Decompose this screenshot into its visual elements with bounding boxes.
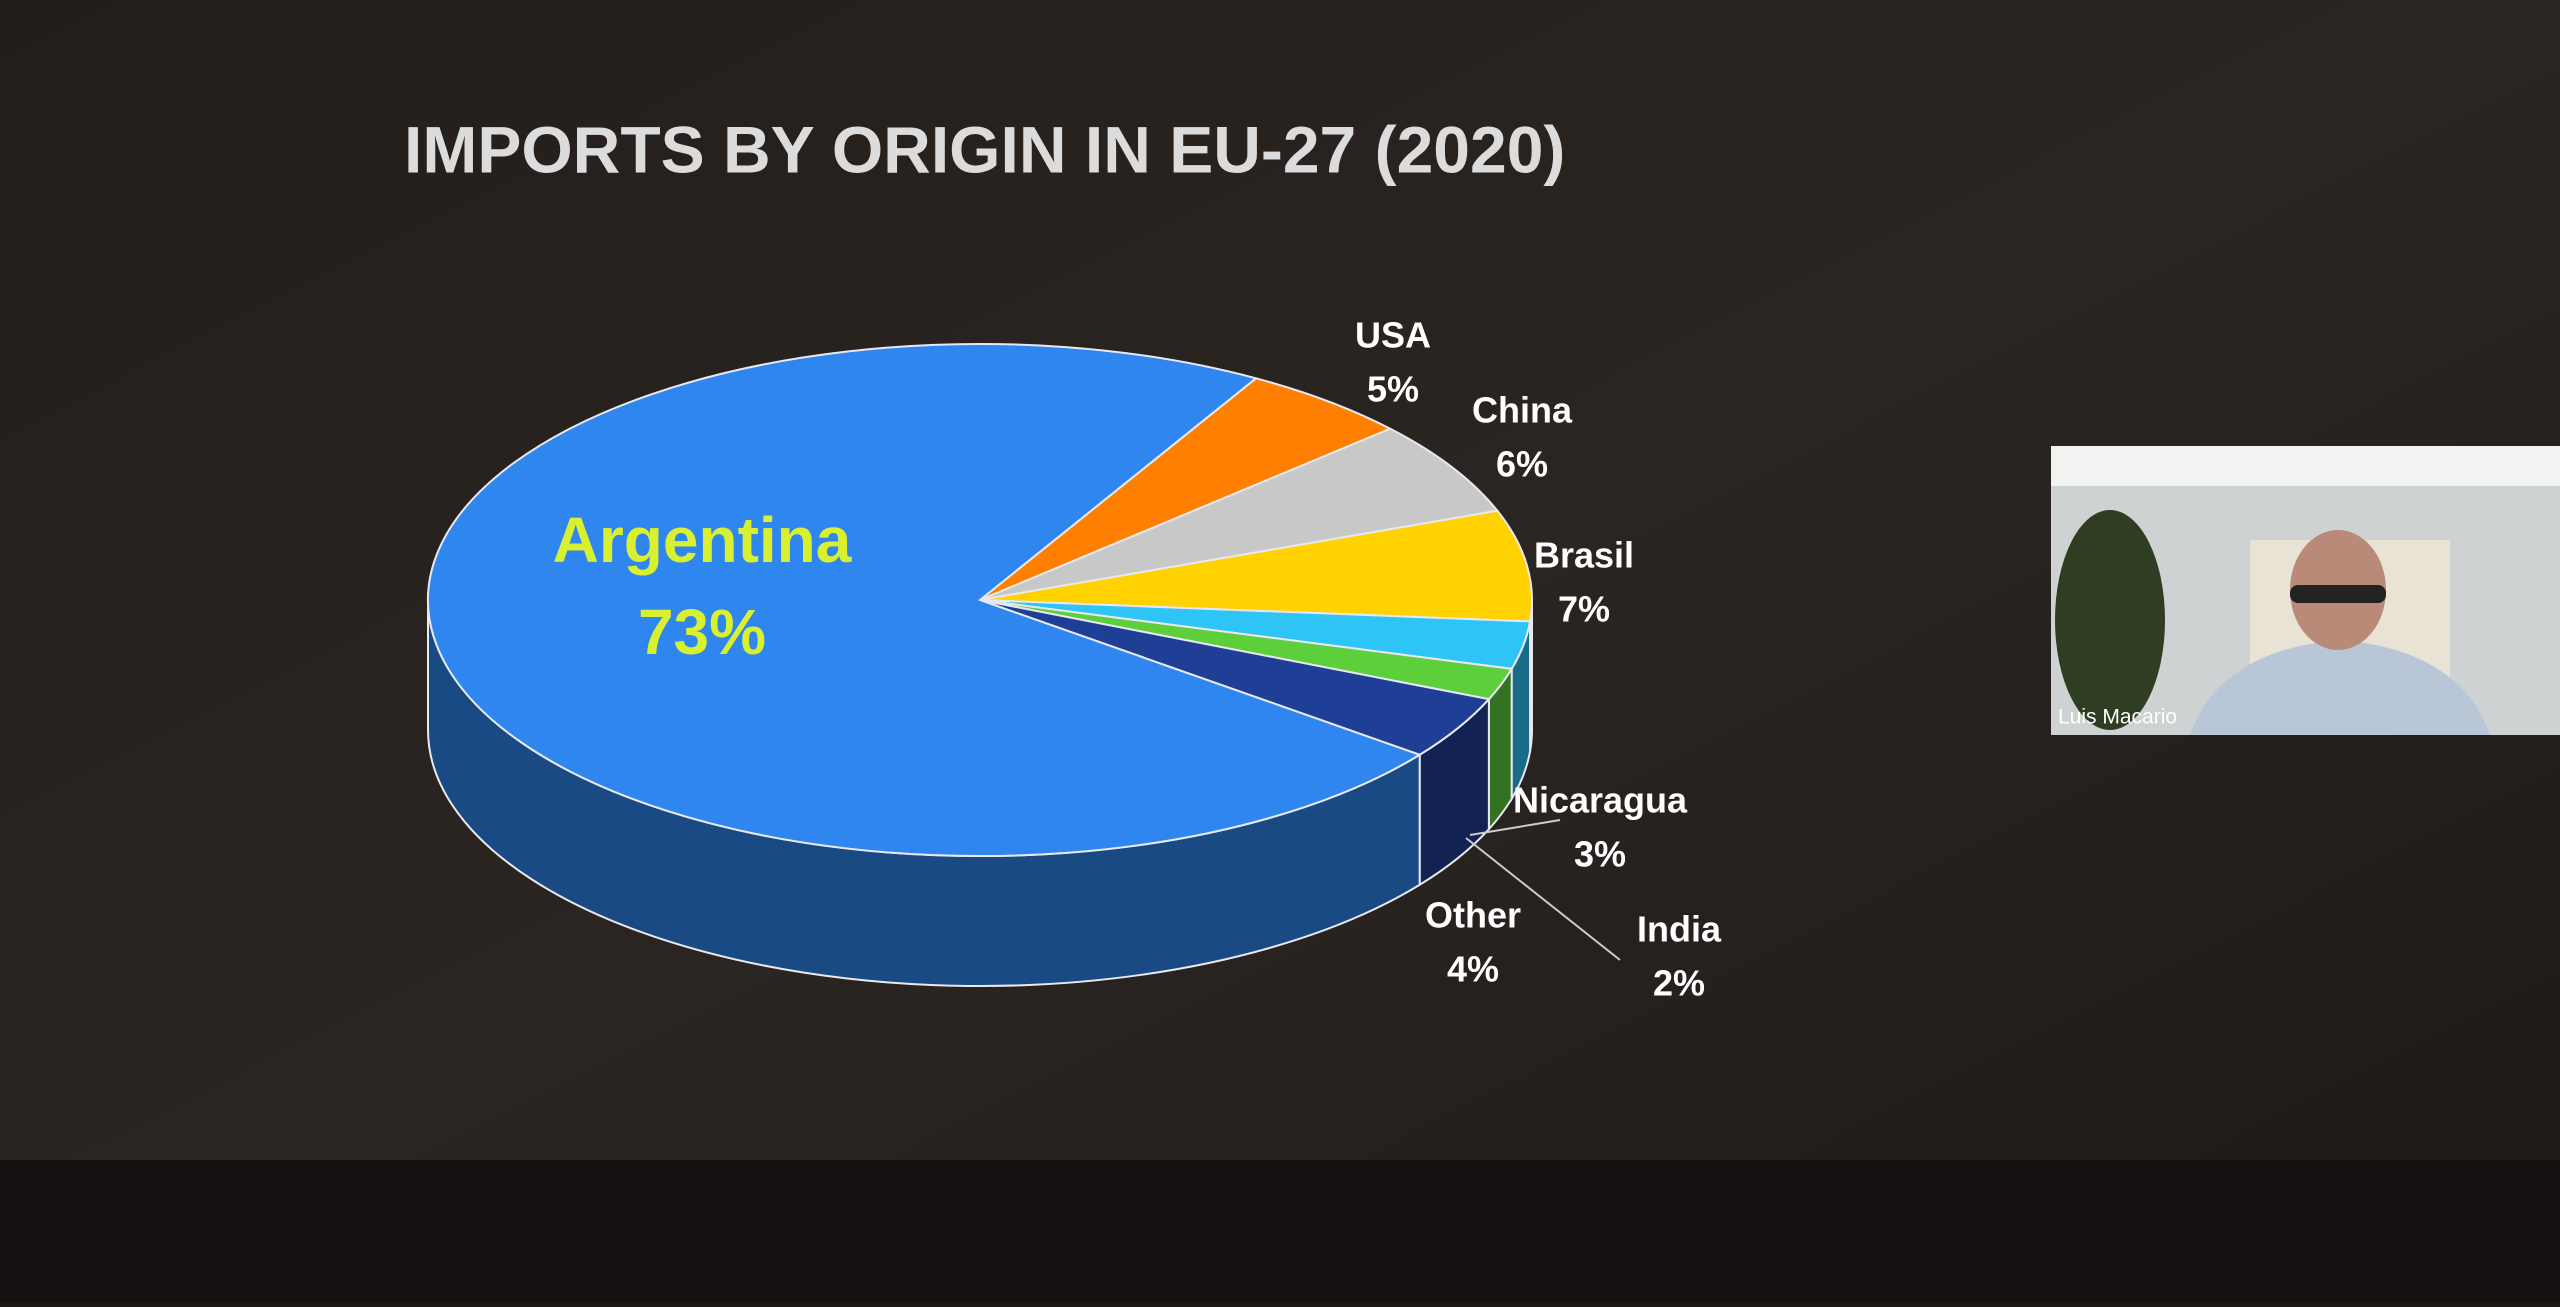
value-label: 4%	[1447, 949, 1499, 990]
video-plant	[2055, 510, 2165, 730]
video-person-glasses	[2290, 585, 2386, 603]
category-label: Nicaragua	[1513, 780, 1688, 821]
value-label: 5%	[1367, 369, 1419, 410]
slice	[979, 377, 1393, 601]
leader-line	[1465, 837, 1621, 961]
category-label: Brasil	[1534, 535, 1634, 576]
leader-line	[1469, 819, 1561, 836]
slice	[427, 343, 1423, 857]
value-label: 6%	[1496, 444, 1548, 485]
slice	[979, 427, 1500, 601]
video-ceiling	[2051, 446, 2560, 486]
category-label: China	[1472, 390, 1573, 431]
value-label: 73%	[638, 596, 766, 668]
category-label: USA	[1355, 315, 1431, 356]
video-person-body	[2190, 640, 2490, 735]
value-label: 2%	[1653, 963, 1705, 1004]
category-label: Other	[1425, 895, 1521, 936]
bottom-band	[0, 1160, 2560, 1302]
participant-name: Luis Macario	[2058, 706, 2177, 729]
category-label: India	[1637, 909, 1722, 950]
value-label: 3%	[1574, 834, 1626, 875]
slice	[979, 509, 1533, 623]
video-tile: Luis Macario	[2051, 446, 2560, 735]
category-label: Argentina	[553, 504, 852, 576]
chart-title: IMPORTS BY ORIGIN IN EU-27 (2020)	[404, 112, 1565, 186]
value-label: 7%	[1558, 589, 1610, 630]
